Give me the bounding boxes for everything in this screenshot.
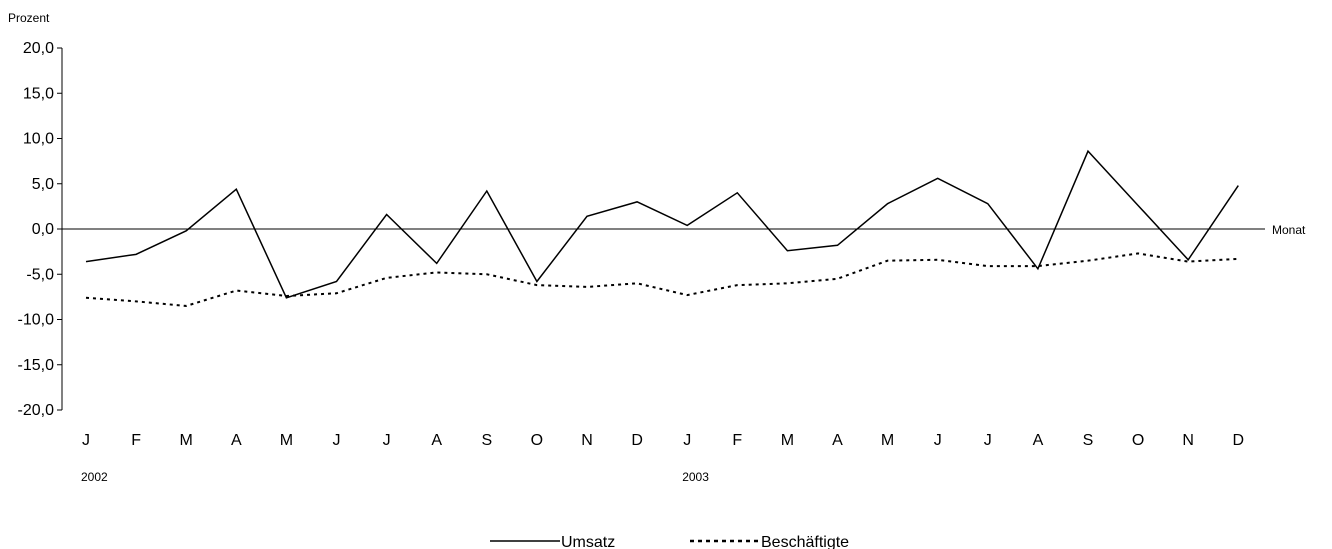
- legend-label: Umsatz: [561, 534, 615, 549]
- x-tick-label: J: [82, 432, 90, 449]
- year-label: 2002: [81, 470, 108, 484]
- y-tick-label: 10,0: [23, 131, 54, 148]
- x-tick-label: M: [881, 432, 894, 449]
- y-tick-label: 5,0: [32, 176, 54, 193]
- x-tick-label: O: [1132, 432, 1144, 449]
- y-tick-label: -10,0: [18, 312, 55, 329]
- series-layer: [85, 149, 1239, 307]
- x-tick-label: A: [832, 432, 843, 449]
- x-tick-label: A: [1033, 432, 1044, 449]
- x-tick-label: S: [481, 432, 492, 449]
- y-tick-label: 0,0: [32, 221, 54, 238]
- x-tick-label: S: [1083, 432, 1094, 449]
- x-tick-label: D: [631, 432, 643, 449]
- y-tick-label: -15,0: [18, 357, 55, 374]
- x-tick-label: F: [131, 432, 141, 449]
- x-tick-label: A: [231, 432, 242, 449]
- y-tick-label: -5,0: [26, 266, 54, 283]
- y-tick-label: -20,0: [18, 402, 55, 419]
- year-label: 2003: [682, 470, 709, 484]
- x-tick-label: A: [431, 432, 442, 449]
- x-axis-title: Monat: [1272, 223, 1306, 237]
- x-tick-label: M: [280, 432, 293, 449]
- y-tick-label: 15,0: [23, 85, 54, 102]
- x-tick-label: M: [180, 432, 193, 449]
- x-tick-label: J: [383, 432, 391, 449]
- labels-layer: 20,0 15,0 10,0 5,0 0,0 -5,0 -10,0 -15,0 -20,0 Pro…: [8, 11, 1306, 484]
- series-line-umsatz: [85, 149, 1239, 299]
- y-tick-label: 20,0: [23, 40, 54, 57]
- x-tick-label: M: [781, 432, 794, 449]
- legend: Umsatz Beschäftigte: [490, 534, 849, 549]
- x-tick-label: N: [581, 432, 593, 449]
- x-tick-label: J: [984, 432, 992, 449]
- x-tick-label: O: [531, 432, 543, 449]
- y-axis-title: Prozent: [8, 11, 50, 25]
- series-line-beschaeftigte: [85, 252, 1239, 307]
- legend-label: Beschäftigte: [761, 534, 849, 549]
- x-tick-label: F: [732, 432, 742, 449]
- axes: [57, 47, 1265, 411]
- x-tick-label: J: [333, 432, 341, 449]
- x-tick-label: J: [683, 432, 691, 449]
- x-tick-label: D: [1233, 432, 1245, 449]
- x-tick-label: J: [934, 432, 942, 449]
- x-tick-label: N: [1182, 432, 1194, 449]
